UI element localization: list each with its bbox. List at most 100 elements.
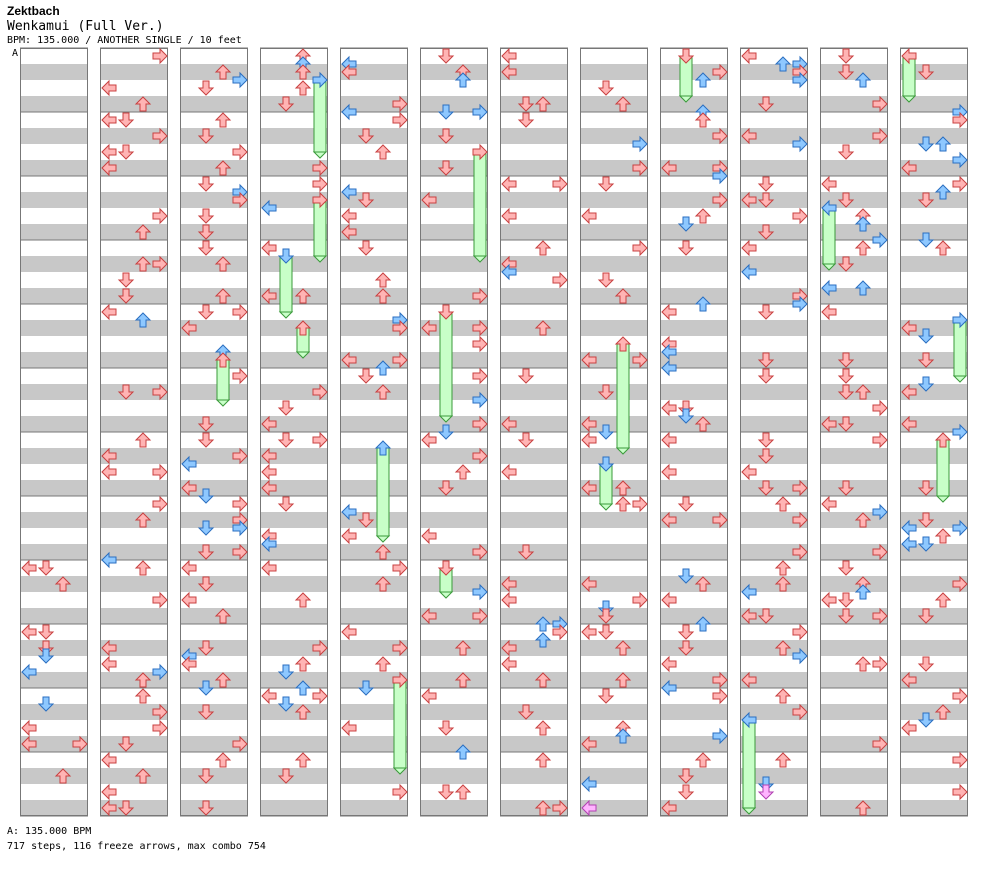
step-arrow <box>101 551 117 569</box>
beat-stripe <box>260 64 328 80</box>
beat-stripe <box>740 512 808 528</box>
beat-stripe <box>180 416 248 432</box>
step-arrow <box>854 384 872 400</box>
step-arrow <box>214 256 232 272</box>
step-arrow <box>261 479 277 497</box>
step-arrow <box>952 423 968 441</box>
beat-stripe <box>740 192 808 208</box>
beat-stripe <box>740 128 808 144</box>
step-arrow <box>152 719 168 737</box>
step-arrow <box>581 207 597 225</box>
beat-stripe <box>100 800 168 816</box>
beat-stripe <box>340 448 408 464</box>
beat-stripe <box>260 576 328 592</box>
step-arrow <box>741 191 757 209</box>
freeze-bar <box>313 79 327 153</box>
beat-stripe <box>340 384 408 400</box>
beat-stripe <box>580 672 648 688</box>
freeze-tail <box>935 495 951 503</box>
beat-stripe <box>740 640 808 656</box>
step-arrow <box>614 728 632 744</box>
step-arrow <box>792 295 808 313</box>
beat-stripe <box>660 448 728 464</box>
beat-stripe <box>420 512 488 528</box>
beat-stripe <box>820 704 888 720</box>
column-border <box>580 48 648 816</box>
beat-stripe <box>260 96 328 112</box>
beat-stripe <box>660 576 728 592</box>
step-arrow <box>214 64 232 80</box>
step-arrow <box>197 488 215 504</box>
beat-stripe <box>100 288 168 304</box>
step-arrow <box>152 255 168 273</box>
beat-stripe <box>900 320 968 336</box>
step-arrow <box>421 607 437 625</box>
beat-stripe <box>900 704 968 720</box>
freeze-tail <box>312 151 328 159</box>
step-arrow <box>197 128 215 144</box>
beat-stripe <box>740 96 808 112</box>
step-arrow <box>181 591 197 609</box>
beat-stripe <box>420 64 488 80</box>
step-arrow <box>357 192 375 208</box>
beat-stripe <box>660 384 728 400</box>
beat-stripe <box>180 544 248 560</box>
chart-column <box>900 47 968 817</box>
step-arrow <box>872 735 888 753</box>
step-arrow <box>134 312 152 328</box>
beat-stripe <box>180 96 248 112</box>
beat-stripe <box>740 224 808 240</box>
beat-stripe <box>100 576 168 592</box>
beat-stripe <box>20 704 88 720</box>
step-arrow <box>181 479 197 497</box>
step-arrow <box>632 159 648 177</box>
step-arrow <box>952 151 968 169</box>
step-arrow <box>392 783 408 801</box>
step-arrow <box>534 240 552 256</box>
step-arrow <box>312 687 328 705</box>
beat-stripe <box>260 608 328 624</box>
step-arrow <box>757 176 775 192</box>
step-arrow <box>837 416 855 432</box>
beat-stripe <box>500 288 568 304</box>
step-arrow <box>597 80 615 96</box>
step-arrow <box>517 96 535 112</box>
beat-stripe <box>820 160 888 176</box>
beat-stripe <box>100 224 168 240</box>
step-arrow <box>661 359 677 377</box>
beat-stripe <box>900 640 968 656</box>
freeze-tail <box>952 375 968 383</box>
beat-stripe <box>740 416 808 432</box>
beat-stripe <box>180 320 248 336</box>
beat-stripe <box>20 448 88 464</box>
beat-stripe <box>820 512 888 528</box>
beat-stripe <box>900 672 968 688</box>
beat-stripe <box>340 192 408 208</box>
step-arrow <box>901 319 917 337</box>
beat-stripe <box>500 320 568 336</box>
step-arrow <box>581 775 597 793</box>
beat-stripe <box>500 608 568 624</box>
step-arrow <box>837 192 855 208</box>
freeze-tail <box>375 535 391 543</box>
step-arrow <box>214 160 232 176</box>
beat-stripe <box>260 640 328 656</box>
step-arrow <box>454 672 472 688</box>
step-arrow <box>821 303 837 321</box>
beat-stripe <box>20 800 88 816</box>
step-arrow <box>821 591 837 609</box>
step-arrow <box>277 432 295 448</box>
step-arrow <box>792 623 808 641</box>
step-arrow <box>277 400 295 416</box>
step-stats: 717 steps, 116 freeze arrows, max combo … <box>7 841 266 852</box>
step-arrow <box>917 656 935 672</box>
step-arrow <box>392 319 408 337</box>
step-arrow <box>181 455 197 473</box>
step-arrow <box>872 503 888 521</box>
step-arrow <box>677 216 695 232</box>
step-arrow <box>614 480 632 496</box>
step-arrow <box>774 576 792 592</box>
beat-stripe <box>180 512 248 528</box>
step-arrow <box>917 512 935 528</box>
freeze-tail <box>472 255 488 263</box>
